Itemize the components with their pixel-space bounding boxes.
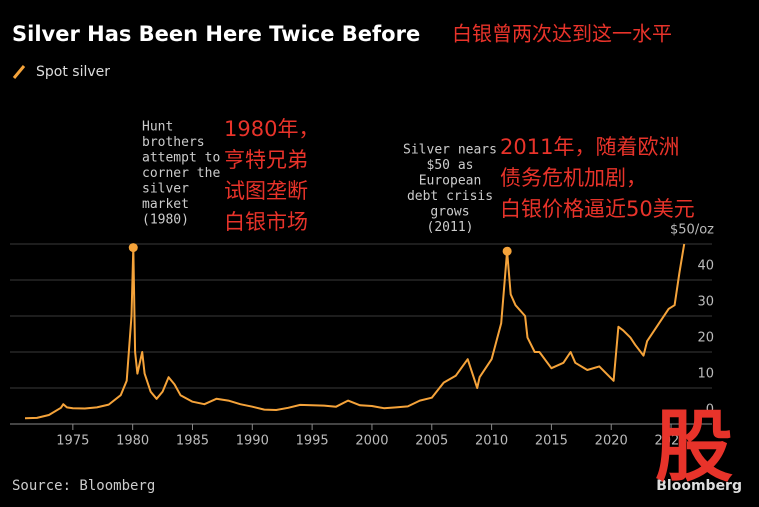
annotation-text-cn: 亨特兄弟	[224, 148, 308, 172]
x-tick-label: 1985	[176, 434, 209, 449]
logo: 股	[655, 402, 733, 492]
legend-swatch	[12, 65, 26, 79]
x-tick-label: 2005	[415, 434, 448, 449]
annotation-text: grows	[430, 205, 469, 220]
x-tick-label: 2020	[595, 434, 628, 449]
annotation-text: Hunt	[142, 120, 173, 135]
annotation-text: (2011)	[427, 220, 474, 235]
annotation-text-cn: 1980年，	[224, 117, 319, 141]
annotation-text: silver	[142, 182, 189, 197]
x-tick-label: 1975	[56, 434, 89, 449]
series-line	[24, 243, 686, 420]
annotation-text: debt crisis	[407, 189, 493, 204]
annotation-text-cn: 白银价格逼近50美元	[500, 197, 695, 221]
annotation-dot	[128, 243, 138, 253]
annotation-text-cn: 债务危机加剧，	[500, 166, 647, 190]
x-tick-label: 2010	[475, 434, 508, 449]
x-tick-label: 2015	[535, 434, 568, 449]
y-tick-label: 20	[697, 331, 714, 346]
annotation-text: Silver nears	[403, 143, 497, 158]
x-tick-label: 1995	[296, 434, 329, 449]
x-tick-label: 2025	[655, 434, 688, 449]
annotation-text: attempt to	[142, 151, 220, 166]
annotation-text-cn: 试图垄断	[224, 179, 308, 203]
brand: Bloomberg	[656, 478, 742, 494]
x-tick-label: 1990	[236, 434, 269, 449]
legend-label: Spot silver	[36, 64, 110, 80]
annotation-text: European	[419, 174, 482, 189]
annotation-text-cn: 白银市场	[224, 210, 308, 234]
annotation-dot	[502, 246, 512, 256]
source: Source: Bloomberg	[12, 478, 155, 494]
y-tick-label: $50/oz	[670, 223, 714, 238]
annotation-text: market	[142, 197, 189, 212]
annotation-text-cn: 2011年，随着欧洲	[500, 135, 679, 159]
y-tick-label: 40	[697, 259, 714, 274]
x-tick-label: 1980	[116, 434, 149, 449]
y-tick-label: 10	[697, 367, 714, 382]
annotation-text: (1980)	[142, 213, 189, 228]
annotation-text: brothers	[142, 135, 205, 150]
y-tick-label: 0	[706, 403, 714, 418]
annotation-text: $50 as	[427, 158, 474, 173]
annotation-text: corner the	[142, 166, 220, 181]
chart-title-cn: 白银曾两次达到这一水平	[452, 22, 672, 46]
chart-title: Silver Has Been Here Twice Before	[12, 22, 420, 46]
y-tick-label: 30	[697, 295, 714, 310]
x-tick-label: 2000	[355, 434, 388, 449]
